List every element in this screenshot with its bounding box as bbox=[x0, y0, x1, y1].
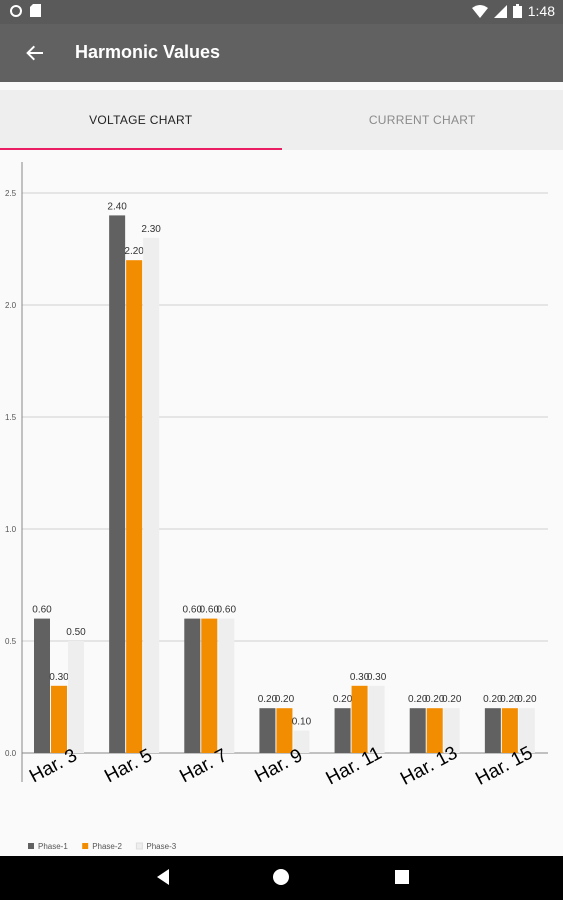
tab-current-label: CURRENT CHART bbox=[368, 113, 476, 127]
y-tick-label: 2.0 bbox=[5, 301, 17, 310]
tab-voltage-chart[interactable]: VOLTAGE CHART bbox=[0, 90, 282, 150]
y-tick-label: 1.5 bbox=[5, 413, 17, 422]
bar bbox=[68, 641, 84, 753]
bar bbox=[51, 685, 67, 753]
data-label: 0.30 bbox=[367, 672, 387, 683]
data-label: 0.20 bbox=[500, 694, 520, 705]
data-label: 0.50 bbox=[66, 627, 86, 638]
data-label: 0.30 bbox=[350, 672, 370, 683]
bar bbox=[109, 215, 126, 753]
data-label: 0.60 bbox=[217, 605, 237, 616]
bar bbox=[259, 708, 276, 753]
bar bbox=[351, 685, 368, 753]
y-tick-label: 1.0 bbox=[5, 525, 17, 534]
bar bbox=[518, 708, 535, 753]
bar bbox=[426, 708, 443, 753]
data-label: 2.30 bbox=[141, 224, 161, 235]
data-label: 0.20 bbox=[408, 694, 428, 705]
data-label: 0.20 bbox=[258, 694, 278, 705]
bar bbox=[293, 730, 310, 753]
tab-indicator bbox=[0, 148, 282, 150]
data-label: 0.60 bbox=[200, 605, 220, 616]
data-label: 0.20 bbox=[517, 694, 537, 705]
legend-label: Phase-3 bbox=[146, 842, 176, 851]
bar bbox=[184, 618, 201, 753]
data-label: 0.20 bbox=[483, 694, 503, 705]
tab-spacer bbox=[0, 82, 563, 90]
app-bar: Harmonic Values bbox=[0, 24, 563, 82]
data-label: 2.40 bbox=[107, 201, 127, 212]
home-circle-icon[interactable] bbox=[272, 868, 290, 886]
back-button[interactable] bbox=[22, 40, 48, 66]
y-tick-label: 2.5 bbox=[5, 189, 17, 198]
recents-square-icon[interactable] bbox=[394, 868, 410, 886]
wifi-icon bbox=[471, 4, 488, 18]
y-tick-label: 0.5 bbox=[5, 637, 17, 646]
sd-card-icon bbox=[30, 4, 41, 17]
bar bbox=[276, 708, 293, 753]
data-label: 0.30 bbox=[49, 672, 69, 683]
data-label: 0.10 bbox=[292, 717, 312, 728]
arrow-back-icon bbox=[26, 45, 43, 61]
bar bbox=[143, 237, 160, 754]
bar bbox=[126, 260, 143, 753]
circle-notification-icon bbox=[10, 4, 22, 17]
legend-swatch bbox=[135, 842, 143, 850]
navigation-bar bbox=[0, 856, 563, 900]
y-tick-label: 0.0 bbox=[5, 749, 17, 758]
data-label: 0.20 bbox=[275, 694, 295, 705]
bar bbox=[201, 618, 218, 753]
legend-label: Phase-1 bbox=[38, 842, 68, 851]
tab-voltage-label: VOLTAGE CHART bbox=[89, 113, 193, 127]
bar bbox=[443, 708, 460, 753]
battery-icon bbox=[512, 4, 522, 18]
bar bbox=[484, 708, 501, 753]
legend-label: Phase-2 bbox=[92, 842, 122, 851]
bar bbox=[501, 708, 518, 753]
bar bbox=[334, 708, 351, 753]
legend-swatch bbox=[28, 843, 34, 849]
signal-icon bbox=[493, 4, 507, 18]
tab-bar: VOLTAGE CHART CURRENT CHART bbox=[0, 90, 563, 150]
data-label: 2.20 bbox=[124, 246, 144, 257]
bar bbox=[368, 685, 385, 753]
legend-swatch bbox=[82, 843, 89, 849]
status-bar: 1:48 bbox=[0, 0, 563, 24]
data-label: 0.20 bbox=[333, 694, 353, 705]
back-triangle-icon[interactable] bbox=[155, 868, 171, 886]
tab-current-chart[interactable]: CURRENT CHART bbox=[282, 90, 563, 150]
bar bbox=[409, 708, 426, 753]
bar bbox=[34, 618, 50, 753]
status-time: 1:48 bbox=[527, 3, 555, 19]
page-title: Harmonic Values bbox=[75, 42, 221, 62]
data-label: 0.60 bbox=[32, 605, 52, 616]
data-label: 0.60 bbox=[183, 605, 203, 616]
chart-area: 0.0 0.5 1.0 1.5 2.0 2.5 0.60 0.30 0.50 Har. 3 2.40… bbox=[0, 150, 563, 856]
data-label: 0.20 bbox=[442, 694, 462, 705]
data-label: 0.20 bbox=[425, 694, 445, 705]
bar bbox=[218, 618, 235, 753]
